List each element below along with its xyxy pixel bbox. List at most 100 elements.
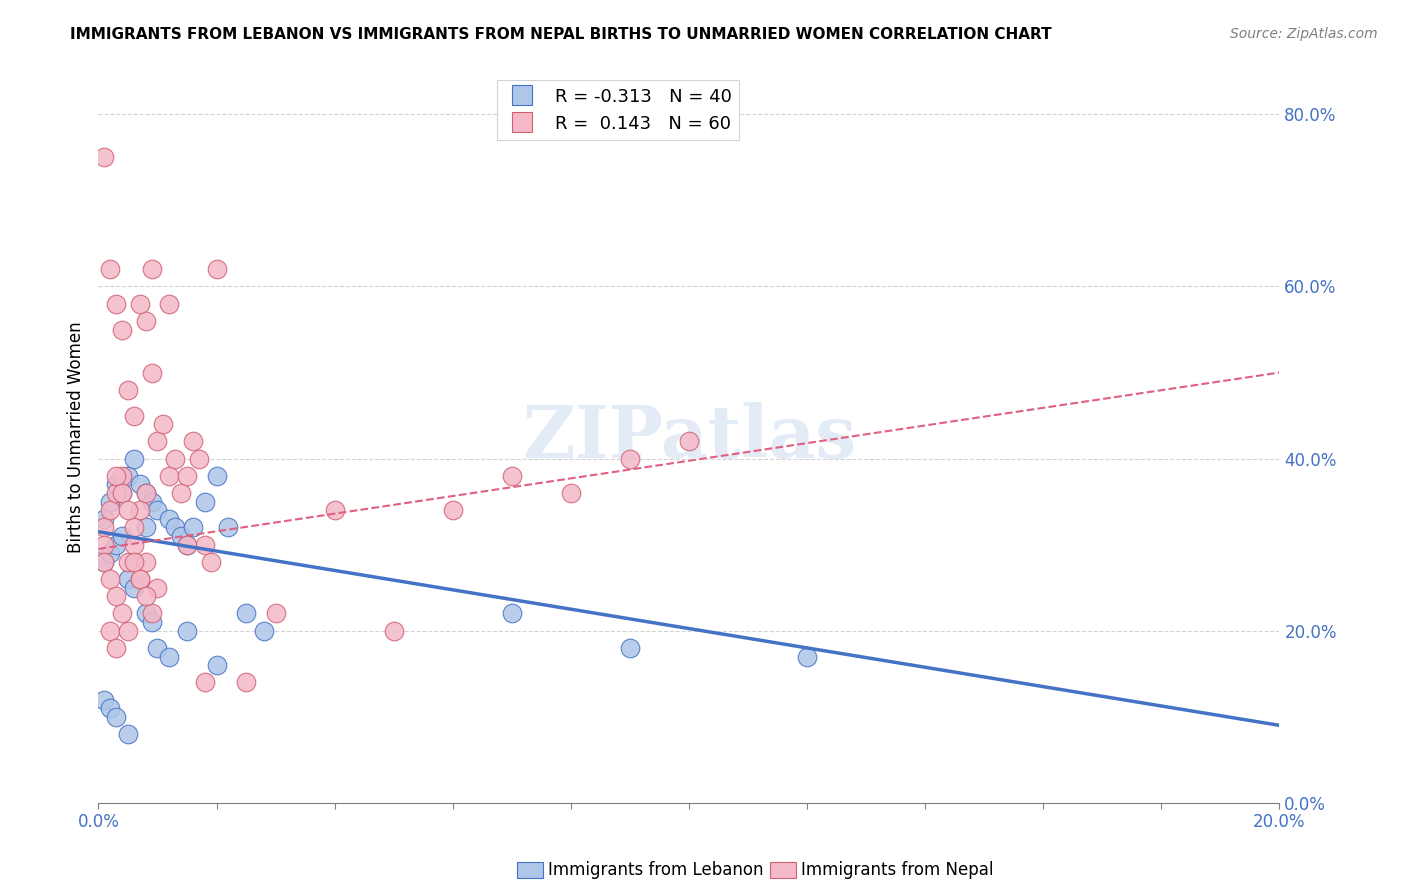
Point: [98, 546, 121, 560]
Point: [128, 477, 150, 491]
Point: [165, 520, 187, 534]
Point: [146, 434, 169, 449]
Text: ZIPatlas: ZIPatlas: [522, 401, 856, 473]
Text: IMMIGRANTS FROM LEBANON VS IMMIGRANTS FROM NEPAL BIRTHS TO UNMARRIED WOMEN CORRE: IMMIGRANTS FROM LEBANON VS IMMIGRANTS FR…: [70, 27, 1052, 42]
Point: [135, 607, 157, 621]
Point: [235, 607, 257, 621]
Point: [501, 607, 523, 621]
Point: [105, 477, 128, 491]
Point: [181, 434, 204, 449]
Point: [105, 710, 128, 724]
Point: [157, 649, 180, 664]
Point: [93, 538, 115, 552]
Point: [170, 486, 193, 500]
Point: [128, 503, 150, 517]
Point: [141, 615, 163, 629]
Point: [187, 451, 209, 466]
Point: [122, 581, 145, 595]
Point: [111, 468, 134, 483]
Point: [141, 366, 163, 380]
Point: [501, 468, 523, 483]
Point: [170, 529, 193, 543]
Point: [128, 572, 150, 586]
Point: [117, 727, 139, 741]
Point: [176, 468, 198, 483]
Point: [141, 494, 163, 508]
Text: Immigrants from Nepal: Immigrants from Nepal: [801, 861, 994, 879]
Point: [122, 409, 145, 423]
Point: [157, 468, 180, 483]
Point: [264, 607, 287, 621]
Legend: R = -0.313   N = 40, R =  0.143   N = 60: R = -0.313 N = 40, R = 0.143 N = 60: [498, 80, 740, 140]
Point: [98, 262, 121, 277]
Point: [111, 486, 134, 500]
Point: [200, 555, 222, 569]
Point: [105, 486, 128, 500]
Point: [382, 624, 405, 638]
Point: [122, 451, 145, 466]
Point: [141, 262, 163, 277]
Point: [122, 520, 145, 534]
Point: [128, 296, 150, 310]
Point: [141, 607, 163, 621]
Point: [105, 538, 128, 552]
Point: [181, 520, 204, 534]
Point: [93, 555, 115, 569]
Point: [111, 322, 134, 336]
Point: [111, 607, 134, 621]
Text: Immigrants from Lebanon: Immigrants from Lebanon: [548, 861, 763, 879]
Point: [117, 383, 139, 397]
Point: [205, 468, 228, 483]
Point: [194, 494, 217, 508]
Point: [117, 503, 139, 517]
Point: [98, 701, 121, 715]
Point: [135, 520, 157, 534]
Point: [194, 675, 217, 690]
Point: [165, 451, 187, 466]
Point: [217, 520, 239, 534]
Point: [135, 314, 157, 328]
Point: [117, 572, 139, 586]
Point: [122, 538, 145, 552]
Point: [619, 640, 641, 655]
Point: [176, 538, 198, 552]
Point: [176, 624, 198, 638]
Point: [560, 486, 582, 500]
Point: [117, 468, 139, 483]
Point: [441, 503, 464, 517]
Point: [176, 538, 198, 552]
Point: [157, 512, 180, 526]
Text: Source: ZipAtlas.com: Source: ZipAtlas.com: [1230, 27, 1378, 41]
Point: [152, 417, 174, 432]
Point: [253, 624, 276, 638]
Point: [146, 581, 169, 595]
Point: [323, 503, 346, 517]
Point: [98, 503, 121, 517]
Point: [135, 486, 157, 500]
Point: [135, 555, 157, 569]
Point: [105, 468, 128, 483]
Point: [205, 658, 228, 673]
Point: [117, 624, 139, 638]
Point: [135, 589, 157, 603]
Point: [678, 434, 700, 449]
Point: [117, 555, 139, 569]
Point: [93, 692, 115, 706]
Point: [98, 572, 121, 586]
Point: [194, 538, 217, 552]
Point: [93, 512, 115, 526]
Point: [157, 296, 180, 310]
Point: [135, 486, 157, 500]
Point: [93, 150, 115, 164]
Point: [111, 529, 134, 543]
Point: [98, 494, 121, 508]
Point: [111, 486, 134, 500]
Y-axis label: Births to Unmarried Women: Births to Unmarried Women: [66, 321, 84, 553]
Point: [619, 451, 641, 466]
Point: [105, 589, 128, 603]
Point: [146, 640, 169, 655]
Point: [235, 675, 257, 690]
Point: [205, 262, 228, 277]
Point: [93, 520, 115, 534]
Point: [146, 503, 169, 517]
